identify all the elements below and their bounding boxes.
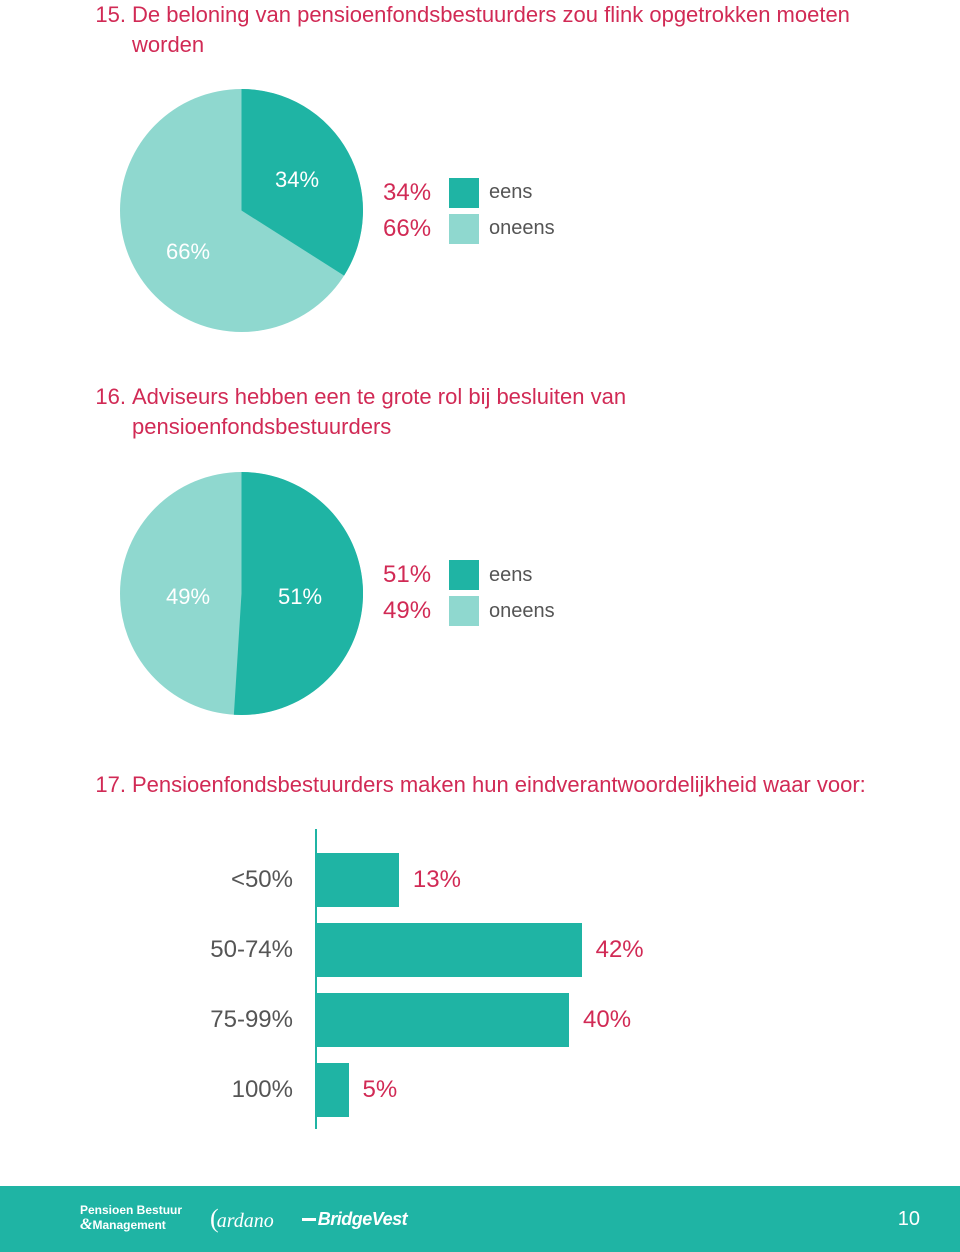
pie-label-eens: 34%: [275, 167, 319, 193]
legend-row: 66% oneens: [383, 214, 555, 244]
bar-value: 40%: [583, 1006, 631, 1034]
bar-row: 75-99% 40%: [90, 993, 830, 1047]
bar-rect: [317, 853, 399, 907]
legend-pct: 49%: [383, 597, 443, 625]
question-15-number: 15.: [90, 0, 126, 30]
question-15-legend: 34% eens 66% oneens: [383, 172, 555, 250]
legend-pct: 51%: [383, 561, 443, 589]
bar-row: <50% 13%: [90, 853, 830, 907]
logo-cardano: (ardano: [210, 1204, 274, 1234]
legend-swatch: [449, 178, 479, 208]
footer-logos: Pensioen Bestuur &Management (ardano Bri…: [80, 1204, 898, 1234]
bar-rect: [317, 1063, 349, 1117]
bar-category: 75-99%: [90, 1006, 305, 1034]
logo-pbm-line1: Pensioen Bestuur: [80, 1204, 182, 1217]
legend-pct: 66%: [383, 215, 443, 243]
pie-label-oneens: 66%: [166, 239, 210, 265]
question-15-chart-block: 34% 66% 34% eens 66% oneens: [120, 89, 870, 332]
question-16-header: 16. Adviseurs hebben een te grote rol bi…: [90, 382, 870, 441]
legend-swatch: [449, 596, 479, 626]
legend-swatch: [449, 214, 479, 244]
question-16: 16. Adviseurs hebben een te grote rol bi…: [90, 382, 870, 714]
bar-category: 100%: [90, 1076, 305, 1104]
legend-label: eens: [489, 181, 532, 204]
question-15-pie: 34% 66%: [120, 89, 363, 332]
logo-bridgevest-text: BridgeVest: [318, 1209, 407, 1230]
logo-pbm-line2-text: Management: [92, 1218, 165, 1232]
logo-pbm-amp: &: [80, 1216, 92, 1233]
legend-label: eens: [489, 564, 532, 587]
question-17: 17. Pensioenfondsbestuurders maken hun e…: [90, 770, 870, 1130]
bar-rect: [317, 923, 582, 977]
page-number: 10: [898, 1208, 920, 1231]
logo-pbm-line2: &Management: [80, 1217, 182, 1234]
bar-category: <50%: [90, 866, 305, 894]
legend-row: 49% oneens: [383, 596, 555, 626]
legend-label: oneens: [489, 217, 555, 240]
page-footer: Pensioen Bestuur &Management (ardano Bri…: [0, 1186, 960, 1252]
pie-label-oneens: 49%: [166, 584, 210, 610]
question-16-legend: 51% eens 49% oneens: [383, 554, 555, 632]
question-17-header: 17. Pensioenfondsbestuurders maken hun e…: [90, 770, 870, 800]
logo-bridgevest: BridgeVest: [302, 1209, 407, 1230]
question-16-title: Adviseurs hebben een te grote rol bij be…: [128, 382, 648, 441]
legend-label: oneens: [489, 600, 555, 623]
bar-value: 42%: [596, 936, 644, 964]
question-16-number: 16.: [90, 382, 126, 412]
question-17-bar-chart: <50% 13% 50-74% 42% 75-99% 40% 100% 5%: [90, 829, 830, 1129]
pie-svg: [120, 89, 363, 332]
bar-rect: [317, 993, 569, 1047]
bar-row: 100% 5%: [90, 1063, 830, 1117]
logo-bridgevest-dash: [302, 1218, 316, 1221]
question-16-pie: 51% 49%: [120, 472, 363, 715]
question-15-header: 15. De beloning van pensioenfondsbestuur…: [90, 0, 870, 59]
logo-pbm: Pensioen Bestuur &Management: [80, 1204, 182, 1233]
legend-swatch: [449, 560, 479, 590]
bar-category: 50-74%: [90, 936, 305, 964]
question-15-title: De beloning van pensioenfondsbestuurders…: [128, 0, 870, 59]
legend-row: 34% eens: [383, 178, 555, 208]
question-17-title: Pensioenfondsbestuurders maken hun eindv…: [128, 770, 870, 800]
bar-row: 50-74% 42%: [90, 923, 830, 977]
pie-svg: [120, 472, 363, 715]
logo-cardano-text: ardano: [217, 1210, 274, 1233]
legend-pct: 34%: [383, 179, 443, 207]
bar-value: 13%: [413, 866, 461, 894]
question-16-chart-block: 51% 49% 51% eens 49% oneens: [120, 472, 870, 715]
question-17-number: 17.: [90, 770, 126, 800]
bar-value: 5%: [363, 1076, 398, 1104]
legend-row: 51% eens: [383, 560, 555, 590]
pie-label-eens: 51%: [278, 584, 322, 610]
question-15: 15. De beloning van pensioenfondsbestuur…: [90, 0, 870, 332]
